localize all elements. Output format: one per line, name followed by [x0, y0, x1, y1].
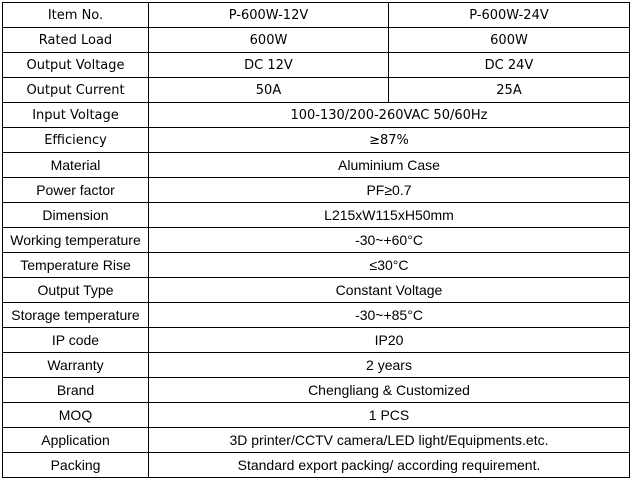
- spec-value: -30~+85°C: [148, 302, 630, 328]
- spec-label: Efficiency: [2, 127, 149, 153]
- spec-value: Aluminium Case: [148, 152, 630, 178]
- table-row: Output Type Constant Voltage: [2, 277, 630, 303]
- spec-value: 2 years: [148, 352, 630, 378]
- table-row: Warranty 2 years: [2, 352, 630, 378]
- table-row: Rated Load 600W 600W: [2, 27, 630, 53]
- spec-value: Standard export packing/ according requi…: [148, 452, 630, 478]
- spec-value: 1 PCS: [148, 402, 630, 428]
- spec-label: Dimension: [2, 202, 149, 228]
- spec-label: Temperature Rise: [2, 252, 149, 278]
- table-row: Packing Standard export packing/ accordin…: [2, 452, 630, 478]
- spec-value: Constant Voltage: [148, 277, 630, 303]
- spec-value: 600W: [388, 27, 630, 53]
- table-row: Temperature Rise ≤30°C: [2, 252, 630, 278]
- table-row: Power factor PF≥0.7: [2, 177, 630, 203]
- spec-value: P-600W-12V: [148, 2, 389, 28]
- spec-label: Working temperature: [2, 227, 149, 253]
- spec-value: 100-130/200-260VAC 50/60Hz: [148, 102, 630, 128]
- spec-value: DC 24V: [388, 52, 630, 78]
- spec-label: Warranty: [2, 352, 149, 378]
- spec-value: Chengliang & Customized: [148, 377, 630, 403]
- spec-value: ≥87%: [148, 127, 630, 153]
- spec-label: MOQ: [2, 402, 149, 428]
- spec-value: DC 12V: [148, 52, 389, 78]
- table-row: Output Current 50A 25A: [2, 77, 630, 103]
- spec-label: Output Voltage: [2, 52, 149, 78]
- spec-label: Brand: [2, 377, 149, 403]
- table-row: Application 3D printer/CCTV camera/LED li…: [2, 427, 630, 453]
- spec-value: IP20: [148, 327, 630, 353]
- spec-label: IP code: [2, 327, 149, 353]
- table-row: Storage temperature -30~+85°C: [2, 302, 630, 328]
- spec-label: Storage temperature: [2, 302, 149, 328]
- spec-value: 50A: [148, 77, 389, 103]
- spec-label: Packing: [2, 452, 149, 478]
- spec-label: Input Voltage: [2, 102, 149, 128]
- table-row: Input Voltage 100-130/200-260VAC 50/60Hz: [2, 102, 630, 128]
- spec-value: P-600W-24V: [388, 2, 630, 28]
- table-row: Working temperature -30~+60°C: [2, 227, 630, 253]
- spec-label: Output Type: [2, 277, 149, 303]
- spec-value: -30~+60°C: [148, 227, 630, 253]
- spec-value: 600W: [148, 27, 389, 53]
- table-row: Item No. P-600W-12V P-600W-24V: [2, 2, 630, 28]
- spec-value: 25A: [388, 77, 630, 103]
- table-row: Dimension L215xW115xH50mm: [2, 202, 630, 228]
- spec-label: Item No.: [2, 2, 149, 28]
- table-row: Brand Chengliang & Customized: [2, 377, 630, 403]
- spec-label: Application: [2, 427, 149, 453]
- table-row: MOQ 1 PCS: [2, 402, 630, 428]
- table-row: IP code IP20: [2, 327, 630, 353]
- spec-value: 3D printer/CCTV camera/LED light/Equipme…: [148, 427, 630, 453]
- table-row: Output Voltage DC 12V DC 24V: [2, 52, 630, 78]
- spec-value: ≤30°C: [148, 252, 630, 278]
- spec-label: Rated Load: [2, 27, 149, 53]
- table-row: Efficiency ≥87%: [2, 127, 630, 153]
- spec-label: Power factor: [2, 177, 149, 203]
- spec-label: Output Current: [2, 77, 149, 103]
- spec-label: Material: [2, 152, 149, 178]
- spec-value: L215xW115xH50mm: [148, 202, 630, 228]
- table-row: Material Aluminium Case: [2, 152, 630, 178]
- spec-value: PF≥0.7: [148, 177, 630, 203]
